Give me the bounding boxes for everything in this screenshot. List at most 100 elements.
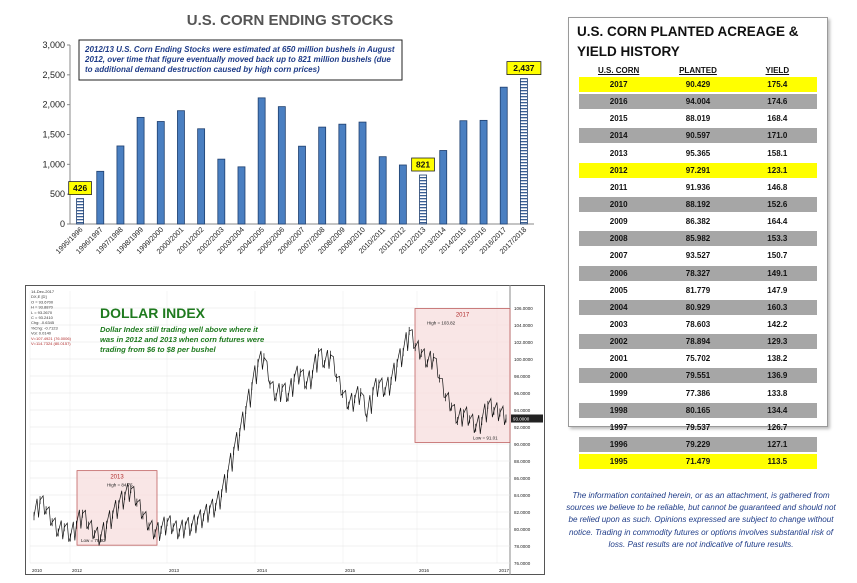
table-row: 2010 88.192 152.6: [579, 196, 817, 212]
annotation-text: 2012/13 U.S. Corn Ending Stocks were est…: [84, 45, 395, 74]
cell-yield: 126.7: [767, 422, 788, 432]
price-tick-label: 92.0000: [514, 425, 531, 430]
cell-year: 2004: [609, 302, 628, 312]
legend-line: V=114.7324 (80.0157): [31, 341, 71, 346]
legend-line: V=107.4921 (76.0006): [31, 336, 72, 341]
cell-yield: 150.7: [767, 251, 788, 261]
y-tick-label: 1,000: [42, 159, 65, 169]
dollar-annotation-line: trading from $6 to $8 per bushel: [100, 345, 217, 354]
cell-yield: 149.1: [767, 268, 788, 278]
cell-planted: 71.479: [685, 457, 711, 467]
price-tick-label: 94.0000: [514, 408, 531, 413]
table-row: 2002 78.894 129.3: [579, 334, 817, 350]
year-box: [76, 470, 158, 546]
cell-year: 2016: [609, 97, 628, 107]
table-row: 2017 90.429 175.4: [579, 77, 817, 92]
cell-planted: 81.779: [685, 285, 711, 295]
last-value-label: 93.0000: [513, 417, 530, 422]
cell-planted: 85.982: [685, 234, 711, 244]
cell-planted: 90.429: [685, 80, 711, 89]
y-tick-label: 3,000: [42, 40, 65, 50]
price-tick-label: 90.0000: [514, 442, 531, 447]
year-tick-label: 2013: [169, 568, 180, 573]
cell-planted: 80.929: [685, 302, 711, 312]
legend-line: C = 93.2410: [31, 315, 54, 320]
table-body: 2017 90.429 175.4 2016 94.004 174.6 2015 88.019…: [579, 77, 817, 470]
bar: [156, 121, 165, 225]
year-tick-label: 2017: [499, 568, 510, 573]
bar: [499, 86, 508, 225]
box-high-label: High = 103.82: [427, 321, 456, 326]
cell-yield: 171.0: [767, 131, 788, 141]
cell-planted: 90.597: [685, 131, 711, 141]
table-title-line-1: U.S. CORN PLANTED ACREAGE &: [577, 24, 799, 39]
annotation-box: [78, 39, 403, 81]
cell-yield: 174.6: [767, 97, 788, 107]
price-tick-label: 104.0000: [514, 323, 533, 328]
bar: [217, 158, 226, 225]
dollar-annotation: Dollar Index still trading well above wh…: [100, 325, 265, 354]
cell-year: 2014: [609, 131, 628, 141]
cell-year: 2003: [609, 319, 628, 329]
table-title-line-2: YIELD HISTORY: [577, 44, 680, 59]
bar: [378, 156, 387, 225]
data-label-box: [411, 157, 435, 172]
box-low-label: Low = 91.01: [473, 435, 498, 440]
cell-planted: 79.229: [685, 439, 711, 449]
data-label: 2,437: [513, 63, 535, 73]
box-high-label: High = 84.75: [107, 483, 133, 488]
cell-year: 1998: [609, 405, 628, 415]
table-row: 1998 80.165 134.4: [579, 402, 817, 418]
box-low-label: Low = 78.92: [81, 538, 106, 543]
bar: [298, 145, 306, 225]
dollar-index-chart: 76.0000 78.0000 80.0000 82.0000 84.0000 86.00…: [25, 285, 545, 575]
year-tick-label: 2016: [419, 568, 430, 573]
cell-year: 2011: [609, 182, 628, 192]
legend-line: %Chg: -0.7123: [31, 325, 58, 330]
table-row: 2011 91.936 146.8: [579, 180, 817, 195]
year-tick-label: 2010: [32, 568, 43, 573]
header-planted: PLANTED: [679, 66, 717, 75]
price-tick-label: 96.0000: [514, 391, 531, 396]
bar: [358, 121, 367, 225]
cell-yield: 158.1: [767, 148, 788, 158]
cell-planted: 78.894: [685, 337, 711, 347]
y-tick-label: 2,500: [42, 70, 65, 80]
price-tick-label: 86.0000: [514, 476, 531, 481]
corn-ending-stocks-chart: U.S. CORN ENDING STOCKS 0 500 1,000 1,500 2,0…: [42, 12, 542, 256]
cell-year: 1996: [609, 439, 628, 449]
cell-yield: 168.4: [767, 114, 788, 124]
year-box: [414, 308, 511, 443]
table-row: 2005 81.779 147.9: [579, 283, 817, 298]
cell-year: 2000: [609, 371, 628, 381]
cell-yield: 129.3: [767, 337, 788, 347]
cell-planted: 78.603: [685, 319, 711, 329]
legend-line: Vol: 0.0140: [31, 331, 52, 336]
dollar-title: DOLLAR INDEX: [100, 305, 206, 321]
cell-yield: 123.1: [767, 165, 788, 175]
price-tick-label: 78.0000: [514, 544, 531, 549]
cell-yield: 127.1: [767, 439, 788, 449]
bar: [459, 120, 468, 225]
corn-acreage-yield-table: U.S. CORN PLANTED ACREAGE & YIELD HISTOR…: [568, 17, 828, 470]
bar: [520, 78, 528, 225]
cell-yield: 142.2: [767, 319, 788, 329]
cell-year: 2005: [609, 285, 628, 295]
bar: [197, 128, 206, 225]
data-label: 821: [416, 160, 430, 170]
table-header: U.S. CORN PLANTED YIELD: [579, 66, 817, 75]
legend-line: H = 93.8870: [31, 305, 54, 310]
cell-yield: 146.8: [767, 182, 788, 192]
legend-line: Chg: -0.6345: [31, 320, 55, 325]
year-box-label: 2013: [110, 475, 124, 481]
cell-planted: 86.382: [685, 217, 711, 227]
header-year: U.S. CORN: [597, 66, 640, 75]
disclaimer-text: The information contained herein, or as …: [566, 491, 836, 549]
cell-year: 2013: [609, 148, 628, 158]
header-yield: YIELD: [765, 66, 790, 75]
cell-planted: 79.537: [685, 422, 711, 432]
cell-yield: 136.9: [767, 371, 788, 381]
year-tick-label: 2015: [345, 568, 356, 573]
bar: [136, 116, 145, 225]
table-title: U.S. CORN PLANTED ACREAGE & YIELD HISTOR…: [577, 22, 827, 62]
